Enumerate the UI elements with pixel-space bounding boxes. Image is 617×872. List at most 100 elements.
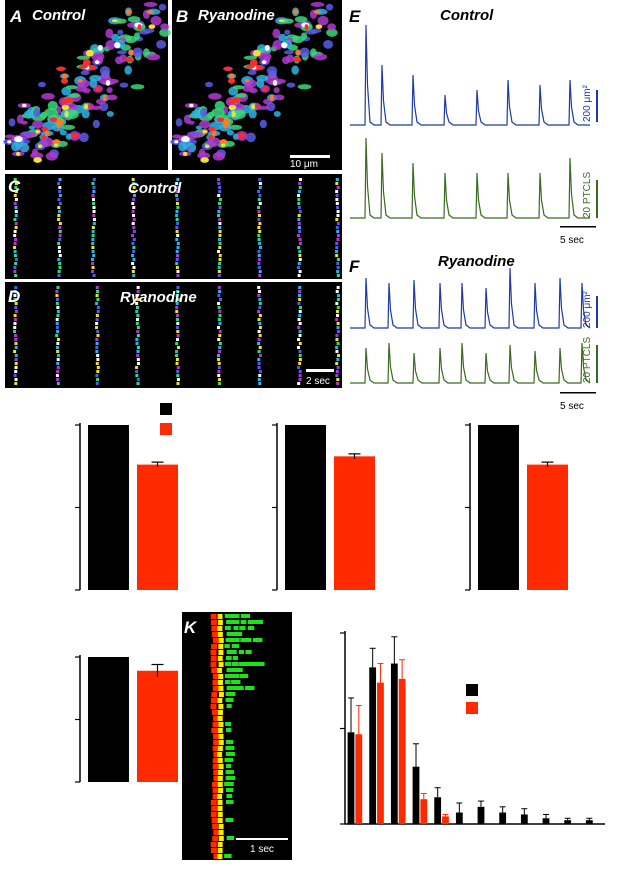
linescan-ryanodine-stripes xyxy=(13,286,340,385)
scan-pixel xyxy=(335,254,339,257)
scan-pixel xyxy=(218,290,222,293)
cell-blob xyxy=(127,22,137,28)
raster-red xyxy=(211,632,218,637)
scan-pixel xyxy=(175,266,179,269)
scan-pixel xyxy=(91,246,95,249)
scan-pixel xyxy=(136,286,140,289)
cell-blob xyxy=(278,33,287,42)
scan-pixel xyxy=(335,250,339,253)
cell-blob xyxy=(262,98,273,105)
scan-pixel xyxy=(335,242,339,245)
scan-pixel xyxy=(58,210,62,213)
raster-green xyxy=(231,662,239,666)
scan-pixel xyxy=(13,290,17,293)
scan-pixel xyxy=(96,330,100,333)
bar-control xyxy=(455,812,463,824)
scan-pixel xyxy=(135,294,139,297)
cell-core xyxy=(49,117,58,123)
scan-pixel xyxy=(257,198,261,201)
cell-blob xyxy=(266,66,278,76)
scale-bar-area-e xyxy=(596,90,598,122)
scan-pixel xyxy=(13,234,17,237)
scan-pixel xyxy=(13,294,17,297)
scan-pixel xyxy=(95,314,99,317)
scan-pixel xyxy=(176,334,180,337)
raster-green xyxy=(225,740,234,744)
cell-core xyxy=(95,86,101,92)
raster-red xyxy=(213,752,220,757)
raster-red xyxy=(213,854,220,859)
raster-red xyxy=(210,812,217,817)
raster-green xyxy=(224,662,232,666)
scan-pixel xyxy=(258,186,262,189)
linescan-control-stripes xyxy=(13,178,340,277)
raster-yellow xyxy=(218,788,224,793)
raster-green xyxy=(231,644,240,648)
scan-pixel xyxy=(175,302,179,305)
cell-blob xyxy=(116,50,127,55)
cell-blob xyxy=(119,54,128,63)
scan-pixel xyxy=(336,298,340,301)
scan-pixel xyxy=(217,362,221,365)
scan-pixel xyxy=(258,222,262,225)
cell-core xyxy=(261,60,267,65)
scan-pixel xyxy=(13,178,17,181)
scan-pixel xyxy=(92,274,96,277)
scan-pixel xyxy=(95,342,99,345)
scan-pixel xyxy=(217,338,221,341)
raster-image xyxy=(182,612,292,860)
scan-pixel xyxy=(176,186,180,189)
bar-control xyxy=(412,766,420,824)
raster-yellow xyxy=(218,824,224,829)
scan-pixel xyxy=(297,198,301,201)
scan-pixel xyxy=(176,378,180,381)
scan-pixel xyxy=(175,350,179,353)
raster-red xyxy=(212,794,219,799)
raster-yellow xyxy=(217,710,223,715)
cell-core xyxy=(244,78,250,83)
scan-pixel xyxy=(258,322,262,325)
scan-pixel xyxy=(336,258,340,261)
cell-blob xyxy=(115,18,127,24)
scan-pixel xyxy=(217,378,221,381)
scan-pixel xyxy=(14,370,18,373)
scan-pixel xyxy=(175,262,179,265)
scan-pixel xyxy=(298,182,302,185)
scan-pixel xyxy=(56,362,60,365)
raster-green xyxy=(224,626,231,630)
chart-j xyxy=(75,655,178,783)
raster-yellow xyxy=(218,692,224,697)
scale-bar-2sec xyxy=(306,369,334,372)
cell-core xyxy=(264,44,270,51)
scan-pixel xyxy=(258,290,262,293)
raster-yellow xyxy=(217,752,223,757)
panel-letter-c: C xyxy=(8,177,21,196)
trace-ryanodine-count xyxy=(350,342,591,384)
scan-pixel xyxy=(136,378,140,381)
scan-pixel xyxy=(136,298,140,301)
scan-pixel xyxy=(57,242,61,245)
cell-core xyxy=(237,133,246,139)
scan-pixel xyxy=(175,218,179,221)
scan-pixel xyxy=(257,338,261,341)
scan-pixel xyxy=(298,350,302,353)
raster-yellow xyxy=(217,818,223,823)
raster-red xyxy=(210,848,217,853)
bar-control xyxy=(390,663,398,824)
cell-core xyxy=(220,143,226,147)
scan-pixel xyxy=(14,354,18,357)
scan-pixel xyxy=(58,266,62,269)
scan-pixel xyxy=(257,350,261,353)
scan-pixel xyxy=(217,354,221,357)
scan-pixel xyxy=(136,314,140,317)
scan-pixel xyxy=(336,326,340,329)
scan-pixel xyxy=(297,382,301,385)
scan-pixel xyxy=(217,286,221,289)
scan-pixel xyxy=(175,198,179,201)
cell-blob xyxy=(124,65,132,75)
cell-core xyxy=(94,60,100,65)
raster-red xyxy=(212,746,219,751)
scale-label-area-e: 200 μm² xyxy=(582,84,593,122)
scan-pixel xyxy=(57,214,61,217)
cell-blob xyxy=(65,103,78,112)
